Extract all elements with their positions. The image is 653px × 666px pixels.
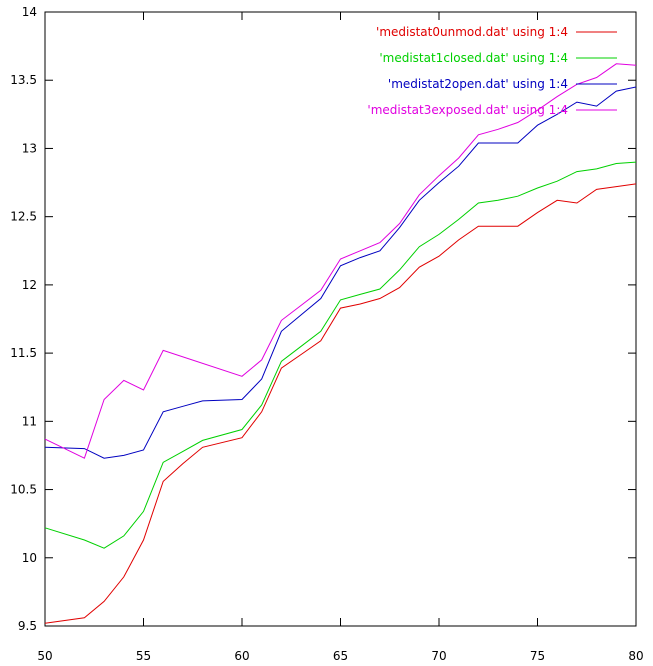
y-tick-label: 13 — [22, 141, 37, 155]
y-tick-label: 9.5 — [18, 619, 37, 633]
series-line-1 — [44, 161, 637, 549]
x-tick-label: 75 — [530, 649, 545, 663]
x-tick-label: 55 — [136, 649, 151, 663]
legend: 'medistat0unmod.dat' using 1:4 'medistat1… — [367, 25, 617, 117]
y-tick-label: 12 — [22, 278, 37, 292]
x-tick-label: 50 — [37, 649, 52, 663]
legend-label-1: 'medistat1closed.dat' using 1:4 — [379, 51, 568, 65]
y-axis: 9.5 10 10.5 11 11.5 12 12.5 13 13.5 14 — [10, 5, 636, 633]
x-tick-label: 60 — [234, 649, 249, 663]
y-tick-label: 13.5 — [10, 73, 37, 87]
y-tick-label: 12.5 — [10, 210, 37, 224]
y-tick-label: 11 — [22, 414, 37, 428]
x-tick-label: 70 — [431, 649, 446, 663]
legend-label-3: 'medistat3exposed.dat' using 1:4 — [367, 103, 568, 117]
series-line-0 — [44, 183, 637, 624]
y-tick-label: 11.5 — [10, 346, 37, 360]
series-line-2 — [44, 86, 637, 459]
x-tick-label: 80 — [628, 649, 643, 663]
legend-label-0: 'medistat0unmod.dat' using 1:4 — [376, 25, 568, 39]
series-lines — [44, 63, 637, 624]
series-line-3 — [44, 63, 637, 459]
y-tick-label: 10 — [22, 551, 37, 565]
y-tick-label: 14 — [22, 5, 37, 19]
y-tick-label: 10.5 — [10, 483, 37, 497]
x-axis: 50 55 60 65 70 75 80 — [37, 12, 644, 663]
x-tick-label: 65 — [333, 649, 348, 663]
legend-label-2: 'medistat2open.dat' using 1:4 — [388, 77, 568, 91]
